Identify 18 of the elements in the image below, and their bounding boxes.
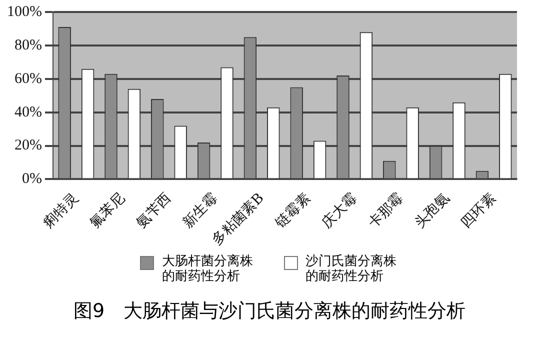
y-tick-label: 60% — [14, 70, 42, 87]
y-tick-label: 20% — [14, 138, 42, 154]
y-tick-label: 40% — [14, 104, 42, 120]
x-tick-label: 新生霉 — [180, 190, 221, 232]
x-tick-label: 链霉素 — [272, 190, 314, 232]
x-tick-label: 四环素 — [458, 190, 500, 232]
x-tick-label: 氨苄西 — [133, 190, 174, 232]
legend-label: 大肠杆菌分离株的耐药性分析 — [162, 254, 254, 284]
x-tick-label: 庆大霉 — [318, 190, 360, 232]
legend-label: 沙门氏菌分离株的耐药性分析 — [306, 254, 398, 284]
text: 图9 大肠杆菌与沙门氏菌分离株的耐药性分析 — [72, 299, 467, 324]
x-tick-label: 痢特灵 — [40, 190, 82, 232]
x-tick-label: 氟苯尼 — [86, 190, 128, 232]
x-tick-label: 卡那霉 — [365, 190, 406, 232]
x-tick-label: 头孢氨 — [412, 190, 453, 232]
y-tick-label: 100% — [6, 4, 42, 20]
y-tick-label: 0% — [22, 171, 42, 188]
y-tick-label: 80% — [14, 37, 42, 54]
